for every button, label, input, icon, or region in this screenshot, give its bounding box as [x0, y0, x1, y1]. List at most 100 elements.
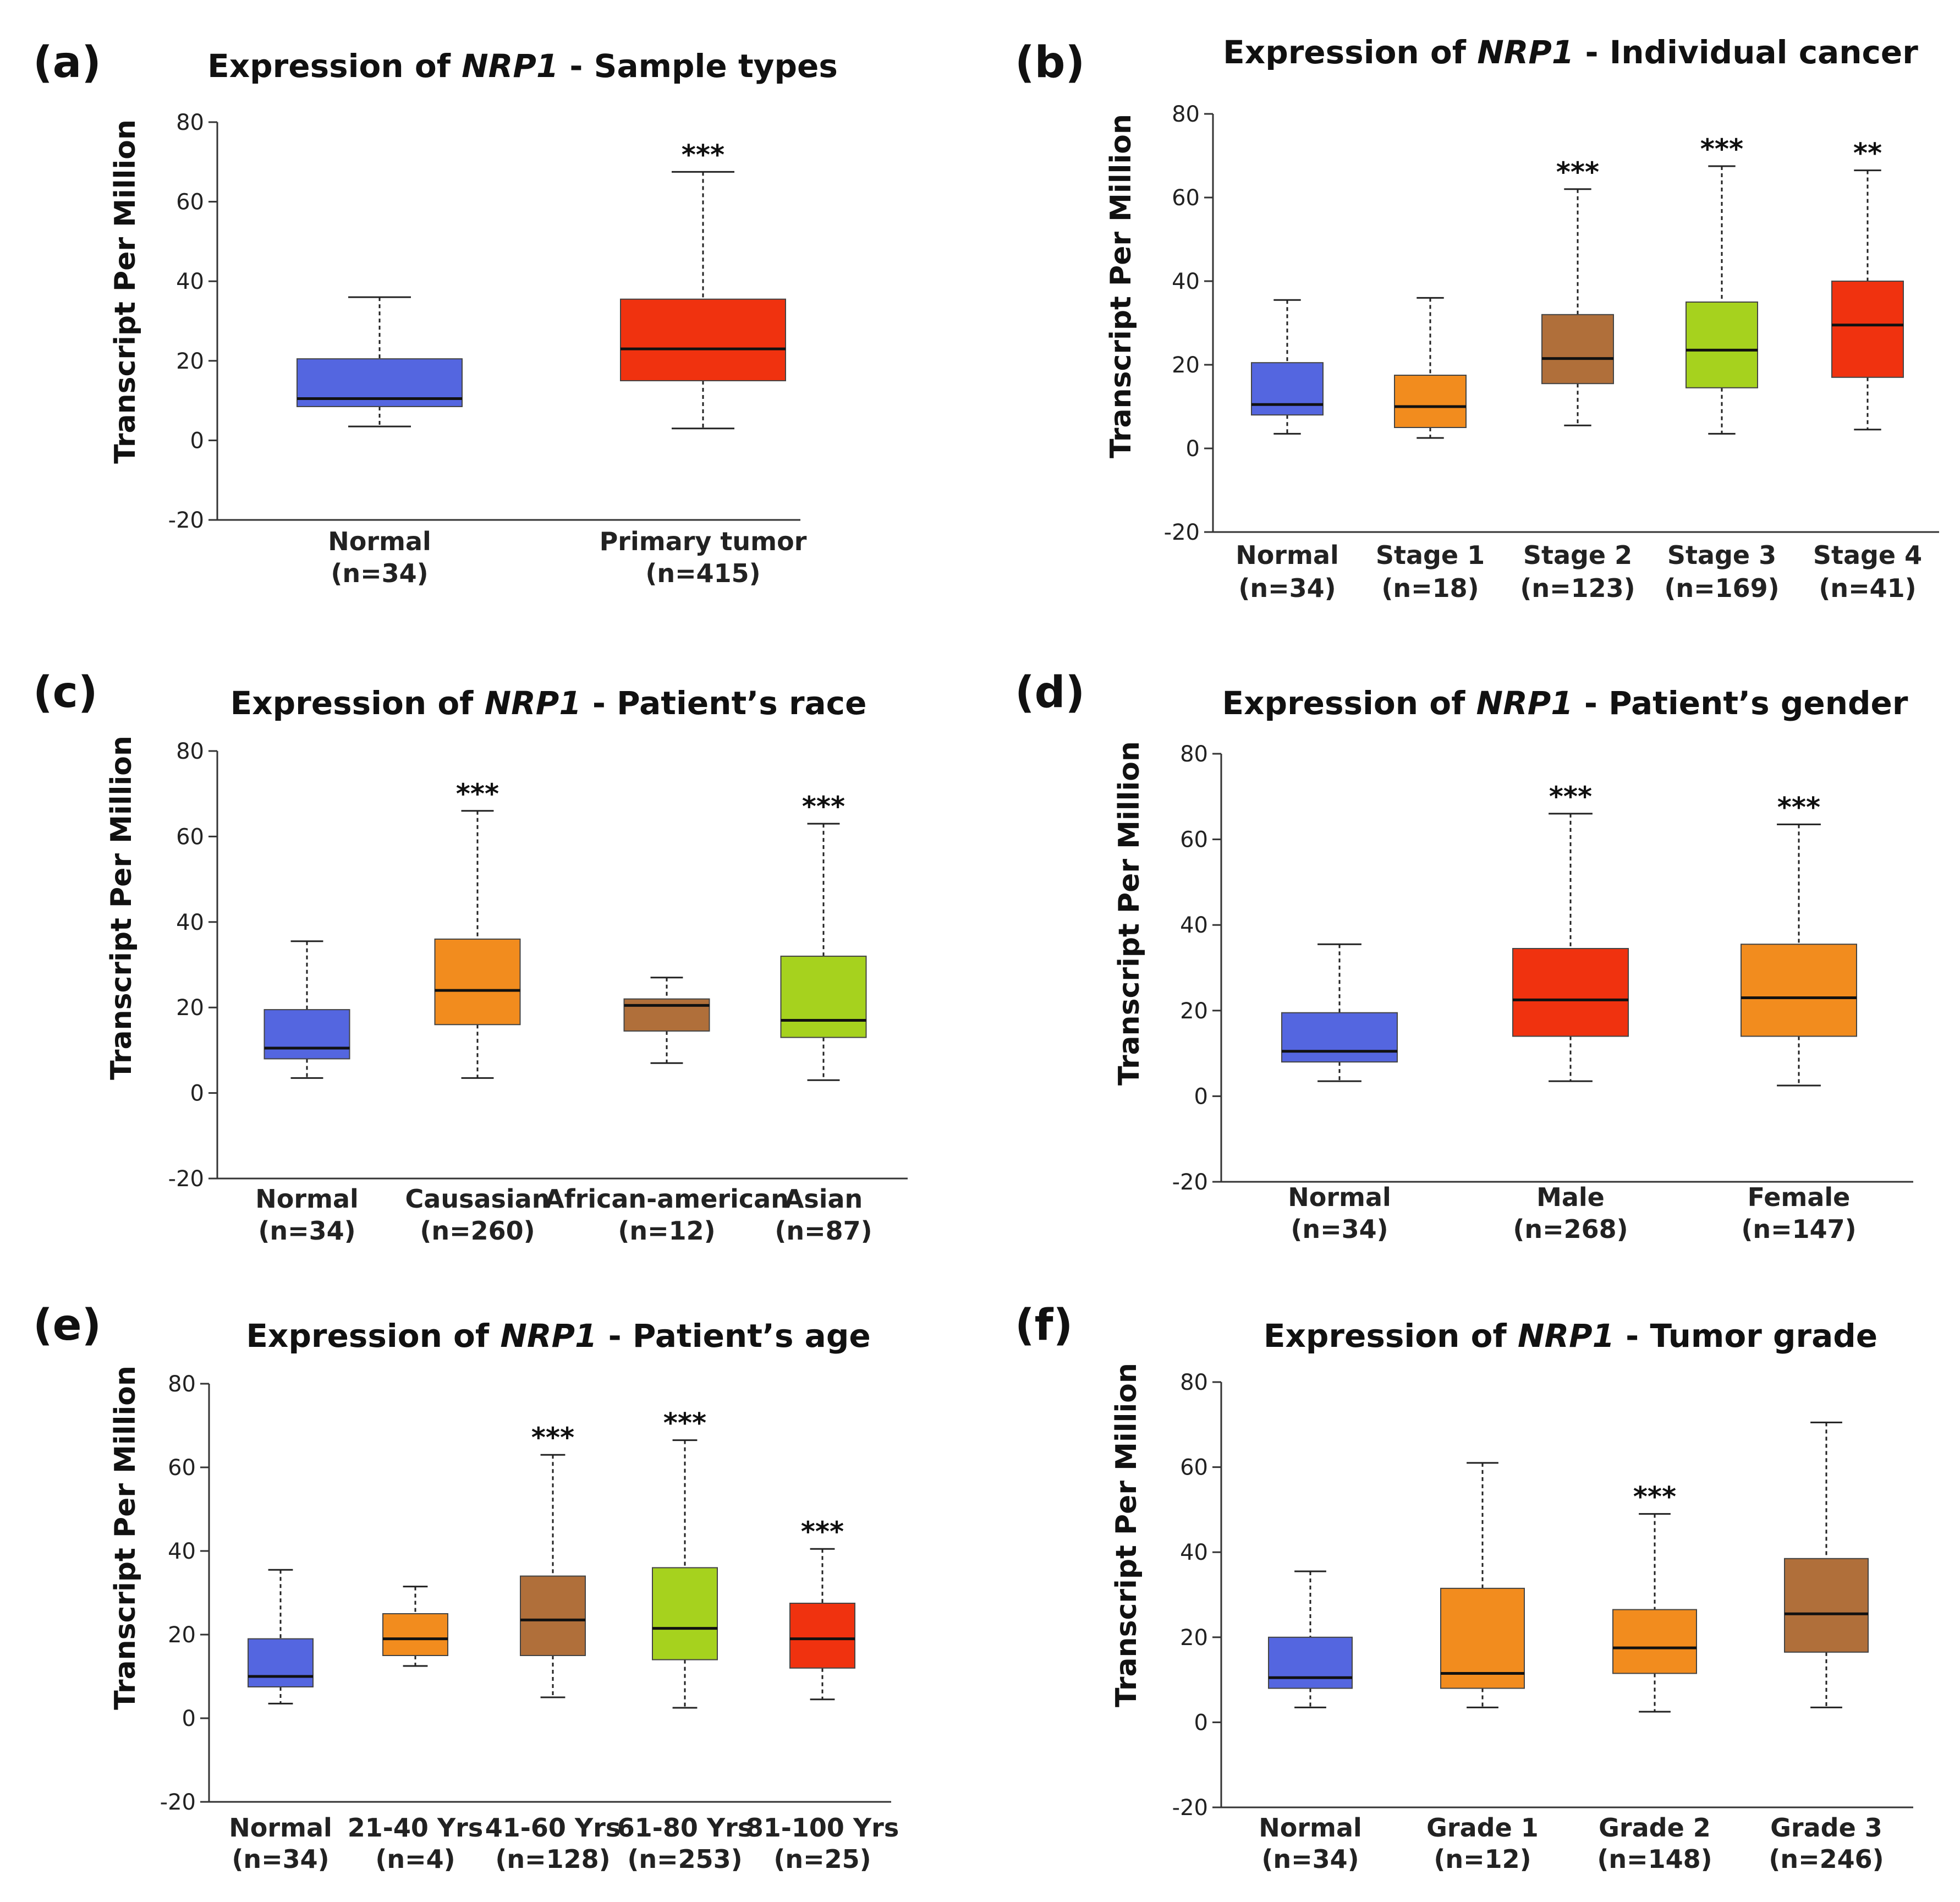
box-group-grade-1: Grade 1(n=12) — [1426, 1462, 1539, 1874]
y-tick-label: 60 — [1180, 827, 1208, 853]
category-label: 41-60 Yrs — [485, 1813, 621, 1843]
y-tick-label: 40 — [1172, 269, 1200, 294]
y-tick-label: 80 — [1180, 1370, 1208, 1395]
y-tick-label: 0 — [1186, 436, 1200, 462]
chart-panel-d: (d) Expression of NRP1 - Patient’s gender… — [1015, 668, 1913, 1244]
chart-title-gene: NRP1 — [1476, 684, 1573, 722]
iqr-box — [1394, 375, 1467, 428]
category-label: 81-100 Yrs — [746, 1813, 899, 1843]
box-group-normal: Normal(n=34) — [1259, 1570, 1362, 1874]
sample-size-label: (n=34) — [331, 558, 428, 588]
category-label: Normal — [1236, 540, 1339, 570]
chart-title-gene: NRP1 — [485, 684, 581, 722]
category-label: 21-40 Yrs — [348, 1813, 484, 1843]
y-axis-title: Transcript Per Million — [1113, 741, 1146, 1086]
box-group-stage-1: Stage 1(n=18) — [1376, 297, 1485, 603]
category-label: Normal — [1259, 1813, 1362, 1843]
chart-title-suffix: - Tumor grade — [1615, 1317, 1877, 1355]
category-label: African-american — [545, 1184, 789, 1214]
chart-title-suffix: - Patient’s race — [581, 684, 867, 722]
iqr-box — [780, 955, 867, 1038]
sample-size-label: (n=34) — [1291, 1214, 1388, 1244]
y-tick-label: -20 — [168, 1166, 204, 1192]
box-group-primary-tumor: *** Primary tumor(n=415) — [600, 139, 807, 588]
iqr-box — [382, 1613, 448, 1656]
y-axis-title: Transcript Per Million — [109, 1366, 142, 1710]
chart-panel-f: (f) Expression of NRP1 - Tumor grade Trans… — [1015, 1301, 1913, 1874]
panel-label: (c) — [33, 668, 98, 717]
y-tick-label: 0 — [182, 1706, 196, 1731]
category-label: Normal — [255, 1184, 359, 1214]
box-group-stage-4: ** Stage 4(n=41) — [1813, 138, 1922, 603]
category-label: Normal — [1288, 1182, 1391, 1212]
box-group-grade-3: Grade 3(n=246) — [1769, 1421, 1884, 1874]
box-group-asian: *** Asian(n=87) — [775, 791, 872, 1246]
category-label: Normal — [229, 1813, 332, 1843]
category-label: Normal — [328, 527, 431, 556]
sample-size-label: (n=25) — [773, 1844, 871, 1874]
chart-title: Expression of NRP1 - Tumor grade — [1264, 1317, 1877, 1355]
sample-size-label: (n=253) — [627, 1844, 742, 1874]
sample-size-label: (n=34) — [232, 1844, 329, 1874]
y-tick-label: 60 — [1180, 1455, 1208, 1481]
iqr-box — [248, 1638, 314, 1688]
significance-marker: *** — [1777, 791, 1820, 823]
y-tick-label: 80 — [1180, 742, 1208, 767]
box-group-african-american: African-american(n=12) — [545, 977, 789, 1246]
y-tick-label: -20 — [1164, 520, 1200, 545]
panel-label: (e) — [33, 1301, 101, 1350]
sample-size-label: (n=123) — [1520, 573, 1635, 603]
y-tick-label: 0 — [190, 428, 204, 453]
y-tick-label: 0 — [190, 1081, 204, 1106]
y-tick-label: 80 — [176, 739, 204, 764]
iqr-box — [1541, 314, 1614, 385]
y-tick-label: 60 — [168, 1455, 196, 1481]
chart-title-prefix: Expression of — [207, 47, 462, 85]
panel-label: (d) — [1015, 668, 1085, 717]
iqr-box — [1268, 1636, 1353, 1689]
y-tick-label: 20 — [168, 1623, 196, 1648]
chart-panel-b: (b) Expression of NRP1 - Individual cance… — [1015, 34, 1939, 603]
iqr-box — [620, 298, 786, 381]
box-group-normal: Normal(n=34) — [229, 1569, 332, 1874]
box-group-normal: Normal(n=34) — [255, 940, 359, 1246]
chart-title-prefix: Expression of — [1222, 684, 1476, 722]
category-label: Female — [1748, 1182, 1851, 1212]
box-group-normal: Normal(n=34) — [297, 296, 463, 588]
box-group-female: *** Female(n=147) — [1741, 791, 1857, 1244]
category-label: 61-80 Yrs — [617, 1813, 753, 1843]
box-group-causasian: *** Causasian(n=260) — [405, 778, 550, 1246]
y-axis-title: Transcript Per Million — [105, 736, 138, 1080]
sample-size-label: (n=169) — [1664, 573, 1779, 603]
y-tick-label: 40 — [176, 269, 204, 294]
chart-panel-e: (e) Expression of NRP1 - Patient’s age Tra… — [33, 1301, 899, 1874]
y-tick-label: 60 — [1172, 185, 1200, 211]
y-axis-title: Transcript Per Million — [1110, 1363, 1143, 1707]
sample-size-label: (n=12) — [1434, 1844, 1531, 1874]
sample-size-label: (n=246) — [1769, 1844, 1884, 1874]
sample-size-label: (n=12) — [618, 1216, 715, 1246]
chart-title: Expression of NRP1 - Patient’s gender — [1222, 684, 1908, 722]
y-tick-label: 80 — [1172, 102, 1200, 127]
significance-marker: *** — [1556, 156, 1599, 188]
box-group-41-60-yrs: *** 41-60 Yrs(n=128) — [485, 1422, 621, 1874]
iqr-box — [1612, 1609, 1697, 1674]
iqr-box — [789, 1603, 855, 1669]
chart-title-suffix: - Patient’s gender — [1573, 684, 1908, 722]
category-label: Stage 1 — [1376, 540, 1485, 570]
chart-title-suffix: - Individual cancer — [1574, 34, 1918, 71]
sample-size-label: (n=34) — [258, 1216, 355, 1246]
y-tick-label: 40 — [168, 1539, 196, 1564]
significance-marker: *** — [682, 139, 724, 171]
chart-title-gene: NRP1 — [1518, 1317, 1615, 1355]
iqr-box — [263, 1009, 350, 1060]
category-label: Male — [1536, 1182, 1605, 1212]
sample-size-label: (n=128) — [495, 1844, 610, 1874]
box-group-normal: Normal(n=34) — [1236, 299, 1339, 603]
iqr-box — [1784, 1558, 1869, 1653]
iqr-box — [1741, 944, 1857, 1037]
box-group-stage-3: *** Stage 3(n=169) — [1664, 133, 1779, 603]
chart-title-prefix: Expression of — [246, 1317, 500, 1355]
sample-size-label: (n=148) — [1597, 1844, 1712, 1874]
